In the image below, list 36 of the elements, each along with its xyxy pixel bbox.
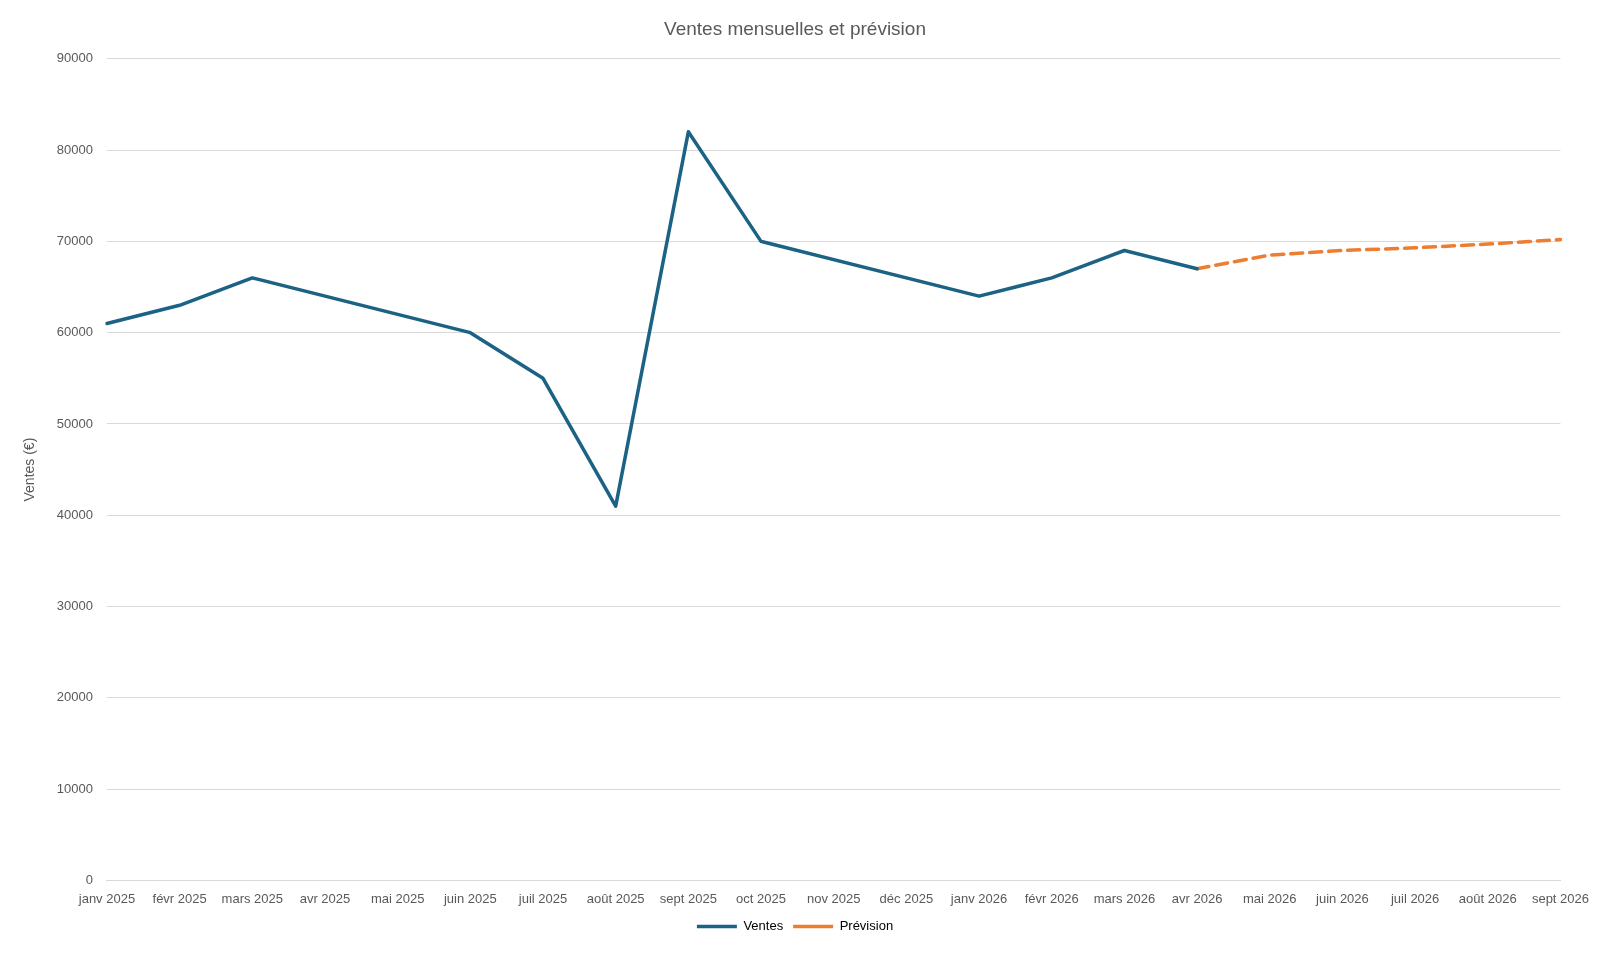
- y-tick-label: 70000: [56, 232, 93, 248]
- x-tick-label: juil 2026: [1389, 890, 1440, 906]
- x-tick-label: juin 2025: [442, 890, 497, 906]
- x-tick-label: nov 2025: [806, 890, 861, 906]
- y-tick-label: 10000: [56, 780, 93, 796]
- y-tick-label: 80000: [56, 141, 93, 157]
- chart-title: Ventes mensuelles et prévision: [664, 17, 926, 39]
- x-tick-label: mai 2025: [370, 890, 425, 906]
- x-tick-label: août 2026: [1458, 890, 1517, 906]
- x-tick-label: sept 2025: [659, 890, 717, 906]
- y-tick-label: 60000: [56, 324, 93, 340]
- x-tick-label: févr 2025: [152, 890, 207, 906]
- legend-label: Prévision: [839, 918, 894, 934]
- y-tick-label: 40000: [56, 506, 93, 522]
- x-tick-label: févr 2026: [1024, 890, 1079, 906]
- x-tick-label: déc 2025: [879, 890, 934, 906]
- x-tick-label: juin 2026: [1315, 890, 1369, 906]
- y-tick-label: 90000: [56, 50, 93, 66]
- x-tick-label: juil 2025: [517, 890, 568, 906]
- y-tick-label: 30000: [56, 598, 93, 614]
- x-tick-label: mars 2026: [1093, 890, 1156, 906]
- y-tick-label: 0: [85, 871, 93, 887]
- x-tick-label: mars 2025: [221, 890, 284, 906]
- line-series: [1195, 237, 1563, 271]
- x-tick-label: oct 2025: [736, 890, 786, 906]
- x-tick-label: sept 2026: [1531, 890, 1589, 906]
- y-tick-label: 50000: [56, 415, 93, 431]
- x-tick-label: avr 2025: [299, 890, 351, 906]
- y-tick-label: 20000: [56, 689, 93, 705]
- x-tick-label: janv 2025: [77, 890, 136, 906]
- x-tick-label: août 2025: [586, 890, 645, 906]
- x-tick-label: mai 2026: [1243, 890, 1297, 906]
- x-tick-label: janv 2026: [949, 890, 1008, 906]
- x-tick-label: avr 2026: [1171, 890, 1223, 906]
- y-axis-title: Ventes (€): [21, 437, 38, 502]
- legend-label: Ventes: [743, 918, 784, 934]
